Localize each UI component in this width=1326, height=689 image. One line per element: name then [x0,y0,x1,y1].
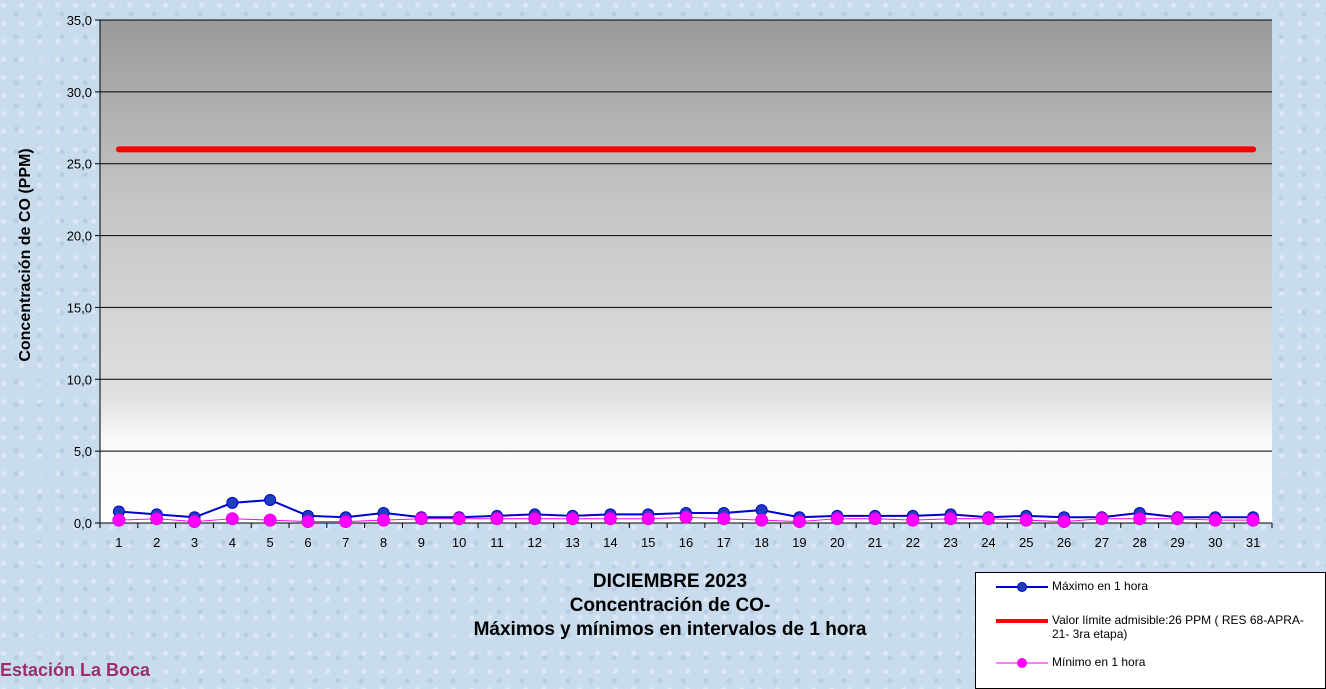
point-min [566,512,580,526]
point-max [264,494,277,507]
x-tick-label: 29 [1170,535,1184,550]
x-tick-label: 7 [342,535,349,550]
y-tick-label: 20,0 [67,229,92,244]
point-min [679,510,693,524]
y-tick-label: 25,0 [67,157,92,172]
x-tick-label: 10 [452,535,466,550]
point-min [1133,512,1147,526]
y-tick-label: 15,0 [67,300,92,315]
x-tick-label: 1 [115,535,122,550]
x-tick-label: 19 [792,535,806,550]
chart-subtitle-1: Concentración de CO- [569,595,771,616]
x-tick-label: 30 [1208,535,1222,550]
legend-label-min: Mínimo en 1 hora [1052,655,1146,669]
x-tick-label: 20 [830,535,844,550]
x-tick-label: 24 [981,535,995,550]
point-min [717,512,731,526]
chart-title: DICIEMBRE 2023 [592,571,748,592]
point-min [1208,513,1222,527]
point-max [226,496,239,509]
chart-title-block: DICIEMBRE 2023 Concentración de CO- Máxi… [320,570,1020,642]
x-tick-label: 11 [490,535,504,550]
x-tick-label: 2 [153,535,160,550]
legend-symbol-limit [988,613,1052,629]
point-min [301,515,315,529]
x-tick-label: 5 [267,535,274,550]
legend-label-max: Máximo en 1 hora [1052,579,1149,593]
x-tick-label: 8 [380,535,387,550]
x-tick-label: 4 [229,535,236,550]
x-tick-label: 21 [868,535,882,550]
station-label: Estación La Boca [0,660,151,680]
point-min [339,515,353,529]
x-tick-label: 12 [528,535,542,550]
point-min [1095,512,1109,526]
x-tick-label: 28 [1132,535,1146,550]
point-min [377,513,391,527]
point-min [452,512,466,526]
legend-item-max: Máximo en 1 hora [988,579,1319,595]
point-min [981,512,995,526]
point-min [188,515,202,529]
point-min [603,512,617,526]
point-min [112,513,126,527]
y-axis-label: Concentración de CO (PPM) [17,148,34,361]
point-min [792,515,806,529]
y-tick-label: 5,0 [74,444,92,459]
y-tick-labels: 0,0 5,0 10,0 15,0 20,0 25,0 30,0 35,0 [67,13,92,531]
point-min [1057,515,1071,529]
legend-label-limit: Valor límite admisible:26 PPM ( RES 68-A… [1052,613,1304,641]
point-min [225,512,239,526]
x-tick-label: 26 [1057,535,1071,550]
point-min [1170,512,1184,526]
x-tick-label: 14 [603,535,617,550]
series-group [112,146,1260,529]
x-tick-labels: 1 2 3 4 5 6 7 8 9 10 11 12 13 14 15 16 17 18 19 20 21 22 23 24 2… [115,535,1260,550]
x-axis-ticks [99,523,1273,528]
point-min [490,512,504,526]
point-min [263,513,277,527]
x-tick-label: 23 [943,535,957,550]
x-tick-label: 17 [717,535,731,550]
x-tick-label: 27 [1095,535,1109,550]
legend: Máximo en 1 hora Valor límite admisible:… [975,572,1326,689]
y-tick-label: 35,0 [67,13,92,28]
point-min [868,512,882,526]
x-tick-label: 31 [1246,535,1260,550]
chart-subtitle-2: Máximos y mínimos en intervalos de 1 hor… [473,619,867,640]
x-tick-label: 9 [418,535,425,550]
point-min [528,512,542,526]
point-min [1246,513,1260,527]
x-tick-label: 18 [754,535,768,550]
x-tick-label: 16 [679,535,693,550]
plot-background [100,20,1272,523]
grid-lines [95,19,1272,524]
y-tick-label: 10,0 [67,372,92,387]
legend-item-limit: Valor límite admisible:26 PPM ( RES 68-A… [988,613,1319,641]
point-min [906,513,920,527]
x-tick-label: 3 [191,535,198,550]
y-tick-label: 0,0 [74,516,92,531]
point-min [755,513,769,527]
x-tick-label: 25 [1019,535,1033,550]
point-min [641,512,655,526]
x-tick-label: 22 [906,535,920,550]
x-tick-label: 6 [304,535,311,550]
legend-symbol-max [988,579,1052,595]
point-min [414,512,428,526]
point-min [1019,513,1033,527]
point-min [150,512,164,526]
point-min [944,512,958,526]
point-min [830,512,844,526]
y-tick-label: 30,0 [67,85,92,100]
legend-item-min: Mínimo en 1 hora [988,655,1319,671]
legend-symbol-min [988,655,1052,671]
x-tick-label: 13 [565,535,579,550]
x-tick-label: 15 [641,535,655,550]
